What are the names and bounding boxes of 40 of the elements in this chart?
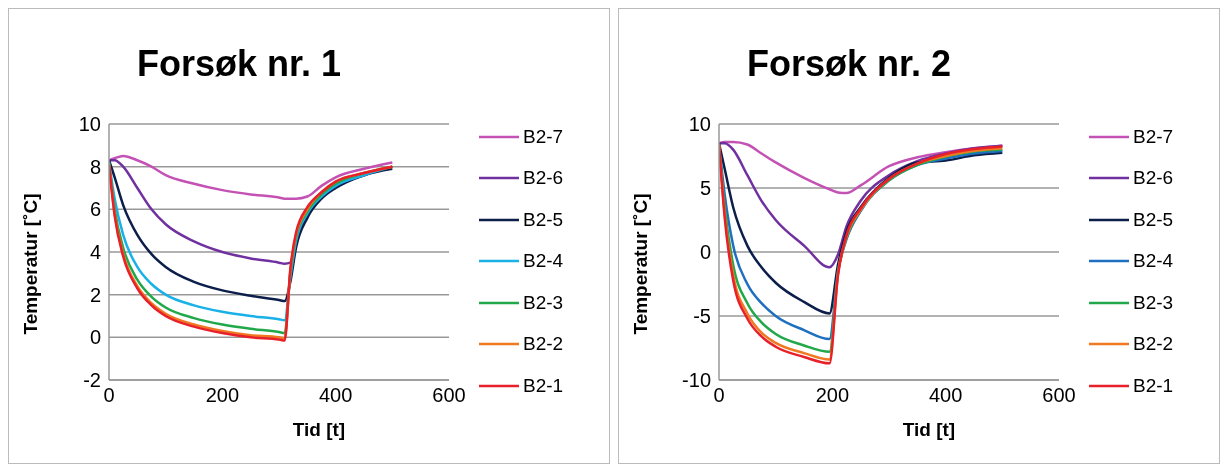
y-tick-label: -2 [83,369,101,392]
legend-label: B2-7 [523,125,564,148]
legend-label: B2-4 [1133,250,1174,273]
x-tick-label: 600 [1042,384,1076,407]
x-tick-label: 400 [928,384,963,407]
y-tick-label: 8 [89,155,101,178]
y-tick-label: 2 [89,283,101,306]
x-tick-label: 400 [318,384,353,407]
y-tick-label: 6 [89,198,101,221]
legend-label: B2-2 [1133,333,1174,356]
x-tick-label: 0 [103,384,115,407]
legend-label: B2-1 [1133,374,1174,397]
y-tick-label: 0 [699,241,711,264]
legend-label: B2-7 [1133,125,1174,148]
y-tick-label: -5 [693,305,711,328]
x-tick-label: 600 [432,384,466,407]
x-axis-title: Tid [t] [291,419,347,441]
y-tick-label: 10 [688,113,711,136]
y-axis-title: Temperatur [˚C] [630,193,652,335]
legend-label: B2-3 [523,291,564,314]
x-tick-label: 200 [205,384,240,407]
chart-title: Forsøk nr. 2 [745,43,953,85]
legend-label: B2-6 [523,167,564,190]
y-tick-label: 4 [89,241,101,264]
y-tick-label: 5 [699,177,711,200]
y-tick-label: -10 [682,369,711,392]
legend-label: B2-6 [1133,167,1174,190]
legend-label: B2-5 [1133,208,1174,231]
legend-label: B2-2 [523,333,564,356]
legend-label: B2-5 [523,208,564,231]
y-tick-label: 10 [78,113,101,136]
x-axis-title: Tid [t] [901,419,957,441]
y-axis-title: Temperatur [˚C] [20,193,42,335]
legend-label: B2-4 [523,250,564,273]
x-tick-label: 200 [815,384,850,407]
legend-label: B2-3 [1133,291,1174,314]
y-tick-label: 0 [89,326,101,349]
x-tick-label: 0 [713,384,725,407]
chart-title: Forsøk nr. 1 [135,43,343,85]
legend-label: B2-1 [523,374,564,397]
